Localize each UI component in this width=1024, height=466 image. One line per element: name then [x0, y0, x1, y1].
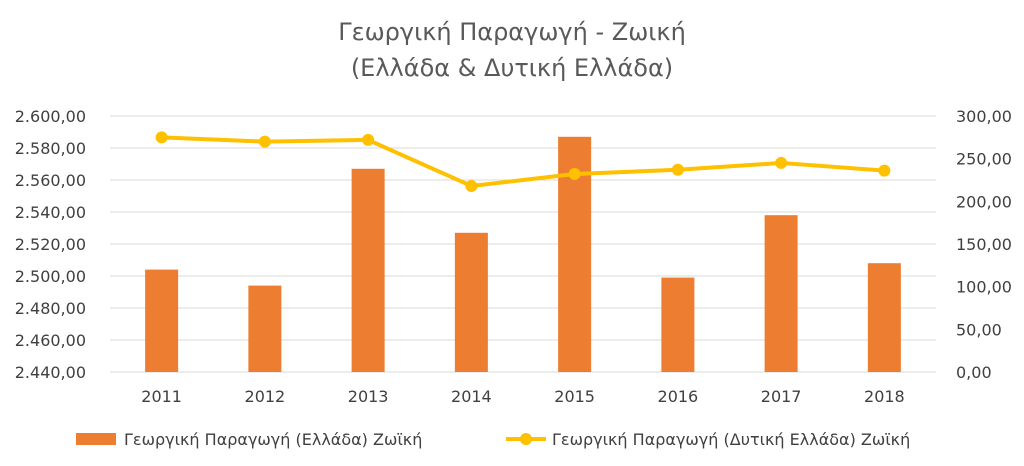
x-axis-tick-label: 2016: [658, 387, 699, 406]
left-axis-tick-label: 2.580,00: [15, 139, 86, 158]
left-axis-tick-label: 2.540,00: [15, 203, 86, 222]
series-line: [161, 135, 885, 188]
left-axis-tick-label: 2.440,00: [15, 363, 86, 382]
right-axis-tick-label: 200,00: [956, 192, 1012, 211]
right-axis-tick-label: 50,00: [956, 320, 1002, 339]
x-axis-tick-label: 2013: [348, 387, 389, 406]
bar: [351, 168, 385, 372]
right-axis-tick-label: 300,00: [956, 107, 1012, 126]
bar: [145, 269, 179, 372]
left-axis-tick-label: 2.560,00: [15, 171, 86, 190]
gridlines: [110, 115, 936, 373]
right-axis: 300,00 250,00 200,00 150,00 100,00 50,00 0,00: [956, 107, 1012, 382]
right-axis-tick-label: 100,00: [956, 278, 1012, 297]
x-axis-tick-label: 2015: [554, 387, 595, 406]
line-point: [568, 168, 581, 181]
x-axis-tick-label: 2011: [141, 387, 182, 406]
line-point: [465, 179, 478, 192]
left-axis: 2.600,00 2.580,00 2.560,00 2.540,00 2.520,00…: [15, 107, 86, 382]
legend-label-line: Γεωργική Παραγωγή (Δυτική Ελλάδα) Ζωϊκή: [552, 430, 910, 449]
legend-label-bar: Γεωργική Παραγωγή (Ελλάδα) Ζωϊκή: [124, 430, 422, 449]
bar: [867, 263, 901, 372]
left-axis-tick-label: 2.600,00: [15, 107, 86, 126]
right-axis-tick-label: 250,00: [956, 150, 1012, 169]
x-axis-tick-label: 2012: [245, 387, 286, 406]
legend: Γεωργική Παραγωγή (Ελλάδα) Ζωϊκή Γεωργικ…: [76, 430, 910, 449]
left-axis-tick-label: 2.500,00: [15, 267, 86, 286]
line-series: [155, 131, 891, 192]
x-axis-tick-label: 2017: [761, 387, 802, 406]
line-point: [258, 135, 271, 148]
line-point: [362, 133, 375, 146]
right-axis-tick-label: 0,00: [956, 363, 992, 382]
chart-title-line-2: (Ελλάδα & Δυτική Ελλάδα): [351, 54, 673, 82]
bar: [454, 232, 488, 372]
legend-swatch-marker: [520, 433, 532, 445]
line-point: [878, 164, 891, 177]
x-axis: 2011 2012 2013 2014 2015 2016 2017 2018: [141, 387, 904, 406]
left-axis-tick-label: 2.480,00: [15, 299, 86, 318]
bar: [248, 285, 282, 372]
x-axis-tick-label: 2018: [864, 387, 905, 406]
left-axis-tick-label: 2.460,00: [15, 331, 86, 350]
bar: [764, 215, 798, 372]
line-point: [155, 131, 168, 144]
line-point: [775, 156, 788, 169]
right-axis-tick-label: 150,00: [956, 235, 1012, 254]
left-axis-tick-label: 2.520,00: [15, 235, 86, 254]
bar-series: [145, 136, 901, 372]
line-point: [671, 163, 684, 176]
x-axis-tick-label: 2014: [451, 387, 492, 406]
legend-swatch-bar: [76, 433, 116, 445]
chart-title-line-1: Γεωργική Παραγωγή - Ζωική: [338, 18, 686, 46]
bar: [661, 277, 695, 372]
